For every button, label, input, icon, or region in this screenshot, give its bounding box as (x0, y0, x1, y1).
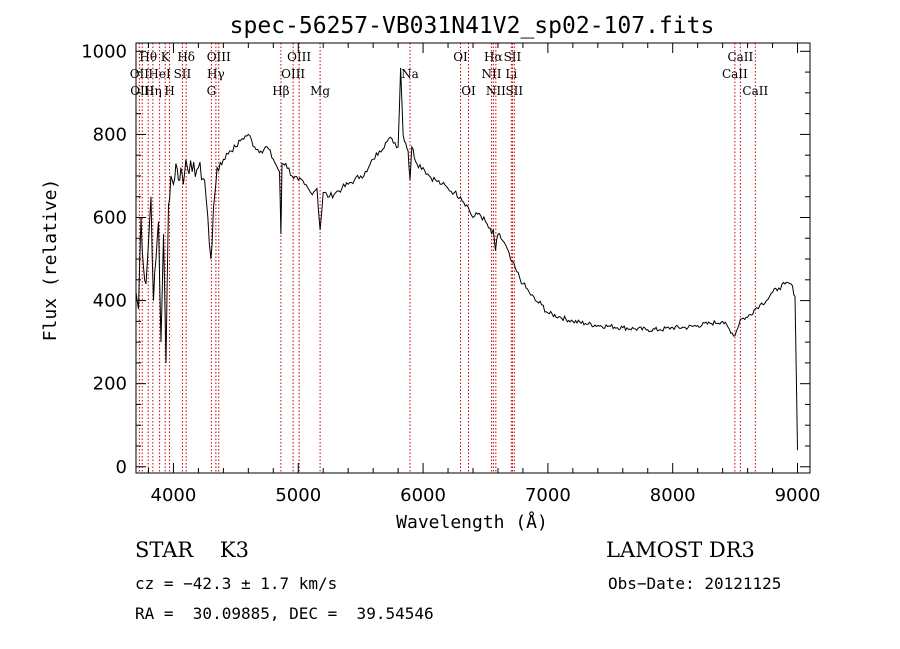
y-tick-label: 0 (116, 457, 127, 478)
x-tick-label: 8000 (650, 485, 696, 506)
spectrum-series-line (135, 67, 798, 451)
observation-date: Obs−Date: 20121125 (608, 574, 782, 593)
line-label-hγ: Hγ (207, 67, 225, 81)
line-label-oi: OI (461, 84, 476, 98)
y-axis-ticks: 0 200 400 600 800 1000 (81, 41, 810, 478)
line-label-oiii: OIII (207, 50, 231, 64)
y-tick-label: 400 (93, 291, 127, 312)
line-label-oii: OII (130, 67, 150, 81)
x-axis-ticks: 4000 5000 6000 7000 8000 9000 (147, 43, 821, 506)
line-label-hα: Hα (484, 50, 503, 64)
x-tick-label: 6000 (400, 485, 446, 506)
line-label-na: Na (401, 67, 419, 81)
line-label-li: Li (505, 67, 517, 81)
y-axis-label: Flux (relative) (40, 179, 61, 342)
survey-name: LAMOST DR3 (606, 538, 755, 562)
x-axis-label: Wavelength (Å) (396, 511, 548, 533)
coordinates: RA = 30.09885, DEC = 39.54546 (135, 604, 434, 623)
line-label-g: G (207, 84, 217, 98)
line-label-hη: Hη (144, 84, 162, 98)
chart-title: spec-56257-VB031N41V2_sp02-107.fits (230, 13, 715, 39)
spectral-line-markers (138, 43, 756, 473)
x-tick-label: 5000 (275, 485, 321, 506)
line-label-caii: CaII (722, 67, 748, 81)
line-label-sii: SII (505, 84, 523, 98)
y-tick-label: 1000 (81, 41, 127, 62)
line-label-sii: SII (504, 50, 522, 64)
line-label-sii: SII (174, 67, 192, 81)
y-tick-label: 800 (93, 124, 127, 145)
line-label-oiii: OIII (281, 67, 305, 81)
x-tick-label: 7000 (525, 485, 571, 506)
line-label-oiii: OIII (287, 50, 311, 64)
y-tick-label: 600 (93, 207, 127, 228)
line-label-mg: Mg (310, 84, 330, 98)
plot-frame (135, 42, 811, 474)
line-label-hei: HeI (148, 67, 171, 81)
line-label-k: K (161, 50, 171, 64)
line-label-h: H (164, 84, 174, 98)
x-tick-label: 4000 (151, 485, 197, 506)
line-label-hδ: Hδ (177, 50, 195, 64)
line-label-nii: NII (481, 67, 501, 81)
x-tick-label: 9000 (775, 485, 821, 506)
object-class: STAR K3 (135, 538, 249, 562)
line-label-nii: NII (486, 84, 506, 98)
line-label-caii: CaII (727, 50, 753, 64)
line-label-hβ: Hβ (272, 84, 289, 98)
line-label-hθ: Hθ (139, 50, 157, 64)
redshift-cz: cz = −42.3 ± 1.7 km/s (135, 574, 338, 593)
line-label-caii: CaII (742, 84, 768, 98)
y-tick-label: 200 (93, 374, 127, 395)
line-label-oi: OI (453, 50, 468, 64)
